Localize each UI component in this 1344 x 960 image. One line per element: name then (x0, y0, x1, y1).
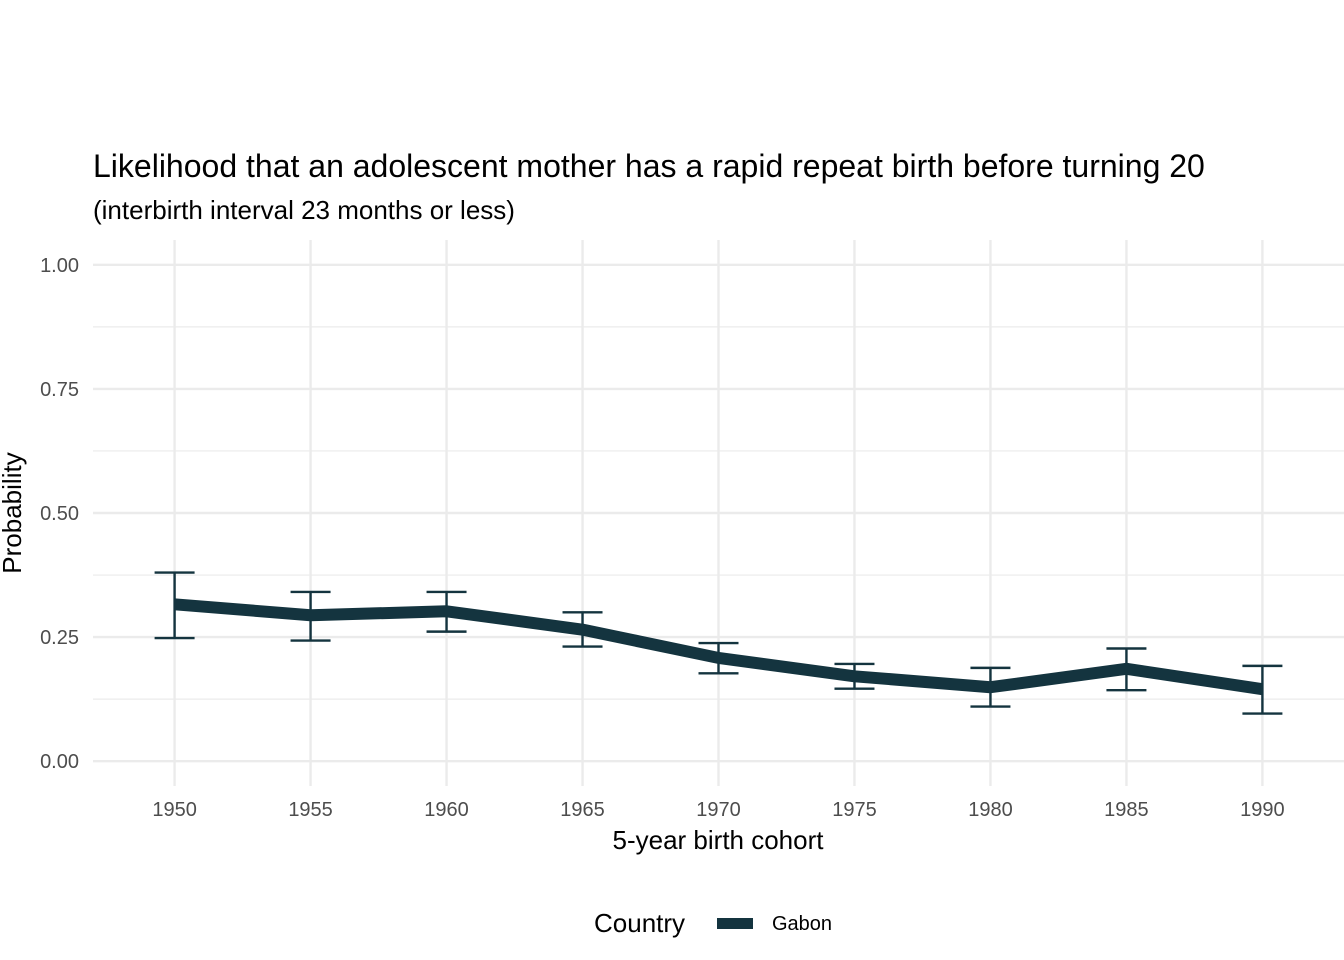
legend-label-gabon: Gabon (772, 913, 832, 935)
x-tick-label: 1960 (424, 799, 469, 821)
y-tick-label: 0.50 (40, 503, 79, 525)
y-tick-label: 0.75 (40, 379, 79, 401)
x-tick-label: 1980 (968, 799, 1013, 821)
y-axis-ticks: 0.00 0.25 0.50 0.75 1.00 (40, 255, 79, 773)
x-tick-label: 1990 (1240, 799, 1285, 821)
grid-major (93, 240, 1344, 786)
x-tick-label: 1965 (560, 799, 605, 821)
legend-key-gabon (717, 918, 753, 929)
chart-title: Likelihood that an adolescent mother has… (93, 148, 1205, 184)
x-tick-label: 1970 (696, 799, 741, 821)
series-line-gabon (174, 598, 1264, 696)
chart-subtitle: (interbirth interval 23 months or less) (93, 195, 515, 225)
y-tick-label: 0.00 (40, 751, 79, 773)
legend-title: Country (594, 908, 685, 938)
x-tick-label: 1975 (832, 799, 877, 821)
x-axis-title: 5-year birth cohort (613, 825, 825, 855)
y-tick-label: 0.25 (40, 627, 79, 649)
x-axis-ticks: 1950 1955 1960 1965 1970 1975 1980 1985 1990 (152, 799, 1284, 821)
y-tick-label: 1.00 (40, 255, 79, 277)
y-axis-title: Probability (0, 452, 27, 573)
series-lines (174, 598, 1264, 696)
error-bar (1242, 664, 1283, 715)
x-tick-label: 1985 (1104, 799, 1149, 821)
legend: Country Gabon (594, 908, 832, 938)
x-tick-label: 1950 (152, 799, 197, 821)
x-tick-label: 1955 (288, 799, 333, 821)
